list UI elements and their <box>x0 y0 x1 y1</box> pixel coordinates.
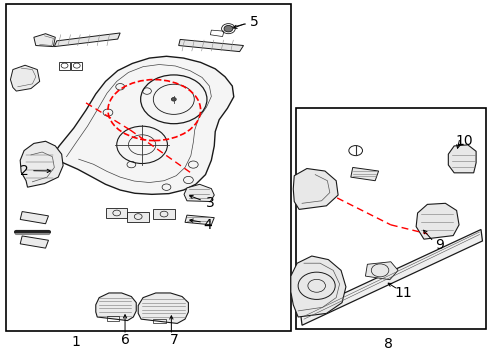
Polygon shape <box>127 212 149 222</box>
Polygon shape <box>293 168 337 210</box>
Polygon shape <box>447 145 475 173</box>
Polygon shape <box>415 203 458 239</box>
Polygon shape <box>49 56 233 194</box>
Text: 10: 10 <box>454 134 472 148</box>
Polygon shape <box>138 293 188 323</box>
Polygon shape <box>300 229 482 325</box>
Text: 8: 8 <box>383 337 392 351</box>
FancyBboxPatch shape <box>5 4 290 330</box>
Text: 1: 1 <box>72 335 81 349</box>
Polygon shape <box>183 184 214 202</box>
Polygon shape <box>350 167 378 181</box>
Polygon shape <box>20 212 48 224</box>
Polygon shape <box>365 262 397 280</box>
Polygon shape <box>153 209 174 219</box>
Text: 4: 4 <box>203 218 212 232</box>
Text: 3: 3 <box>205 196 214 210</box>
Polygon shape <box>34 34 55 46</box>
Polygon shape <box>290 256 345 317</box>
Circle shape <box>171 98 176 101</box>
Text: 2: 2 <box>20 164 28 178</box>
Polygon shape <box>178 40 243 51</box>
Circle shape <box>224 26 232 32</box>
Text: 5: 5 <box>249 15 258 29</box>
Polygon shape <box>20 141 63 187</box>
Text: 6: 6 <box>121 333 129 347</box>
Polygon shape <box>106 208 127 218</box>
Polygon shape <box>96 293 136 320</box>
Text: 9: 9 <box>434 238 443 252</box>
Polygon shape <box>184 215 214 225</box>
Text: 11: 11 <box>393 286 411 300</box>
Text: 7: 7 <box>169 333 178 347</box>
Polygon shape <box>10 65 40 91</box>
Polygon shape <box>54 33 120 46</box>
Polygon shape <box>20 236 48 248</box>
FancyBboxPatch shape <box>295 108 485 329</box>
